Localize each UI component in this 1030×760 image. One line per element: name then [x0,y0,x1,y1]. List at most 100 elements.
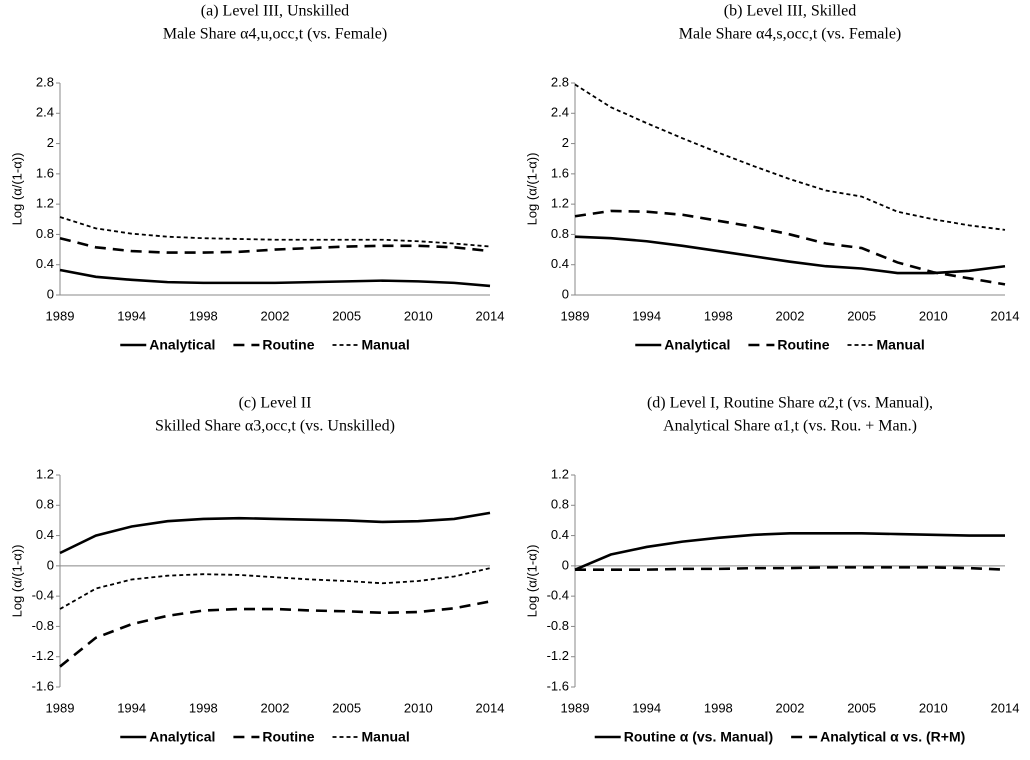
y-tick-label: 2.4 [36,105,54,120]
legend-label: Analytical [149,729,215,745]
legend-item: Analytical α vs. (R+M) [791,729,965,745]
legend-label: Routine [262,729,314,745]
x-tick-label: 1998 [704,700,733,715]
x-tick-label: 1994 [117,308,146,323]
x-tick-label: 1994 [632,308,661,323]
y-axis-label: Log (α/(1-α)) [9,153,24,226]
legend-label: Analytical α vs. (R+M) [820,729,965,745]
chart-subtitle: Male Share α4,u,occ,t (vs. Female) [163,26,387,43]
y-tick-label: 0 [562,557,569,572]
data-line [574,83,1006,231]
x-tick-label: 2014 [476,308,505,323]
legend-label: Manual [362,729,410,745]
y-tick-label: -1.6 [32,678,54,693]
x-tick-label: 2010 [919,308,948,323]
x-tick-label: 1989 [561,308,590,323]
chart-title: (b) Level III, Skilled [724,3,856,20]
legend-label: Routine α (vs. Manual) [624,729,773,745]
data-line [59,600,491,668]
legend-item: Manual [332,337,410,353]
y-tick-label: -1.2 [547,648,569,663]
x-tick-label: 1998 [189,700,218,715]
y-tick-label: 0.8 [36,497,54,512]
x-tick-label: 2005 [847,308,876,323]
y-tick-label: 0.8 [551,497,569,512]
legend-item: Routine [233,729,315,745]
legend-item: Analytical [120,729,215,745]
legend-label: Analytical [664,337,730,353]
x-tick-label: 2005 [332,308,361,323]
y-axis-label: Log (α/(1-α)) [9,545,24,618]
y-tick-label: -0.8 [547,618,569,633]
y-tick-label: 0.4 [551,256,569,271]
x-tick-label: 1998 [189,308,218,323]
data-line [59,268,491,288]
chart-panel: (d) Level I, Routine Share α2,t (vs. Man… [524,395,1019,745]
y-tick-label: 1.6 [36,165,54,180]
y-tick-label: 2.8 [36,74,54,89]
chart-panel: (b) Level III, Skilled Male Share α4,s,oc… [524,3,1019,353]
chart-panel: (a) Level III, Unskilled Male Share α4,u,… [9,3,504,353]
y-tick-label: 2 [562,135,569,150]
data-line [574,209,1006,286]
legend-label: Routine [262,337,314,353]
legend-label: Manual [877,337,925,353]
legend-item: Analytical [635,337,730,353]
y-tick-label: 0 [47,286,54,301]
y-tick-label: -0.4 [32,588,54,603]
legend-label: Analytical [149,337,215,353]
x-tick-label: 2010 [404,700,433,715]
legend-item: Manual [847,337,925,353]
data-line [574,235,1006,275]
data-line [59,216,491,248]
x-tick-label: 2014 [991,308,1020,323]
chart-panel: (c) Level II Skilled Share α3,occ,t (vs. … [9,395,504,745]
chart-title: (d) Level I, Routine Share α2,t (vs. Man… [647,395,933,412]
legend-item: Routine [748,337,830,353]
y-tick-label: -1.6 [547,678,569,693]
x-tick-label: 1998 [704,308,733,323]
data-line [574,532,1005,571]
y-tick-label: 0 [562,286,569,301]
y-tick-label: 1.2 [36,196,54,211]
y-tick-label: 0.8 [551,226,569,241]
legend-item: Routine α (vs. Manual) [594,729,773,745]
data-line [59,236,491,254]
legend-label: Manual [362,337,410,353]
y-tick-label: 1.6 [551,165,569,180]
y-tick-label: 0.4 [36,527,54,542]
x-tick-label: 1989 [46,700,75,715]
x-tick-label: 2010 [919,700,948,715]
legend-item: Analytical [120,337,215,353]
y-tick-label: 0.4 [36,256,54,271]
data-line [59,567,491,610]
chart-title: (a) Level III, Unskilled [201,3,349,20]
x-tick-label: 2005 [332,700,361,715]
y-tick-label: 0.8 [36,226,54,241]
x-tick-label: 2005 [847,700,876,715]
data-line [575,566,1006,571]
data-line [59,511,491,555]
x-tick-label: 2014 [476,700,505,715]
y-tick-label: -1.2 [32,648,54,663]
chart-subtitle: Skilled Share α3,occ,t (vs. Unskilled) [155,418,395,435]
x-tick-label: 2002 [261,700,290,715]
y-axis-label: Log (α/(1-α)) [524,153,539,226]
y-axis-label: Log (α/(1-α)) [524,545,539,618]
legend-item: Manual [332,729,410,745]
x-tick-label: 1989 [561,700,590,715]
y-tick-label: 1.2 [551,466,569,481]
x-tick-label: 2010 [404,308,433,323]
x-tick-label: 2014 [991,700,1020,715]
chart-title: (c) Level II [239,395,312,412]
y-tick-label: -0.8 [32,618,54,633]
legend-label: Routine [777,337,829,353]
x-tick-label: 1994 [632,700,661,715]
y-tick-label: 0.4 [551,527,569,542]
x-tick-label: 2002 [776,308,805,323]
y-tick-label: 2.8 [551,74,569,89]
x-tick-label: 1989 [46,308,75,323]
chart-subtitle: Male Share α4,s,occ,t (vs. Female) [679,26,902,43]
x-tick-label: 2002 [776,700,805,715]
